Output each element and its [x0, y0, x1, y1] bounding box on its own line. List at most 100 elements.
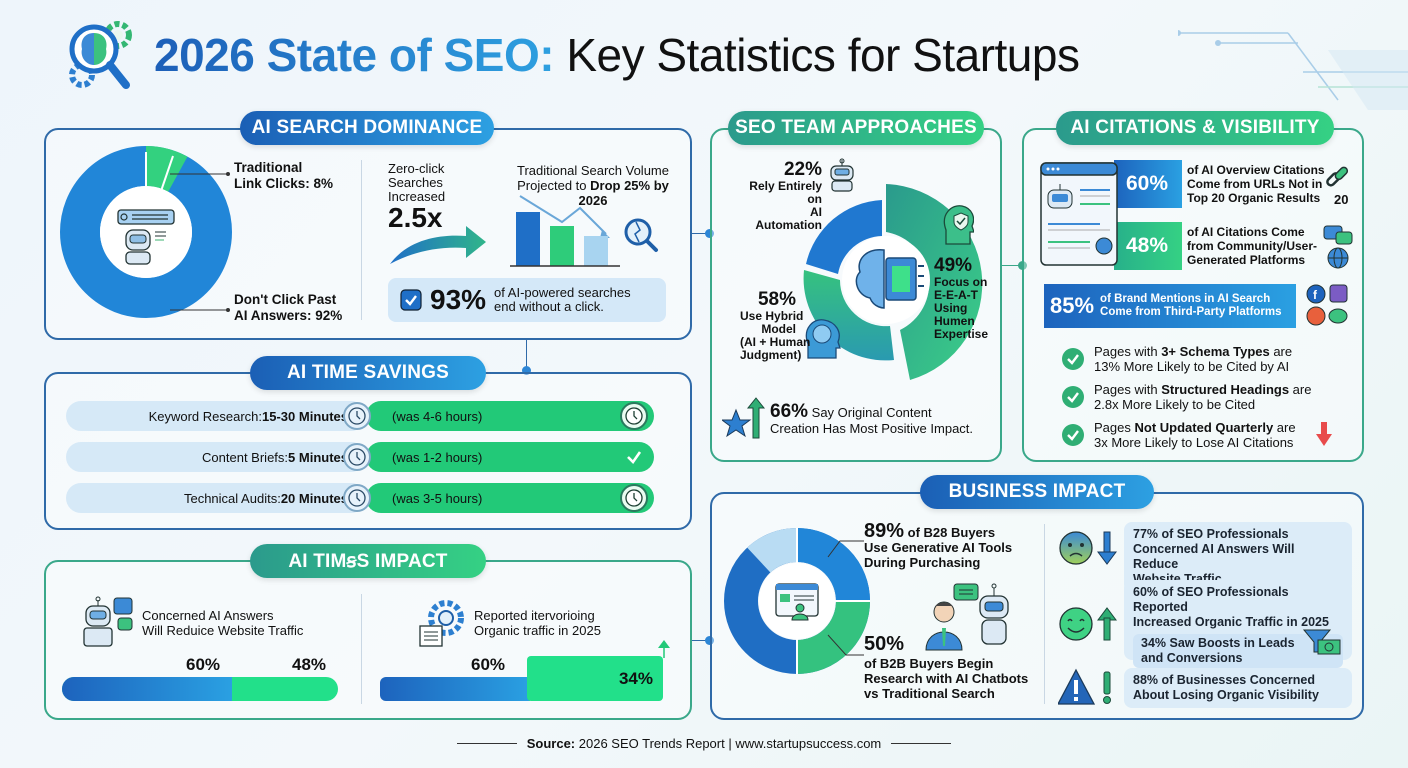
clock-icon: [620, 484, 648, 512]
ai-time-savings-title: AI TIME SAVINGS: [250, 356, 486, 390]
citations-stat1-value: 60%: [1126, 172, 1169, 195]
connector: [526, 340, 527, 370]
link-clicks-donut-chart: [60, 146, 232, 318]
worried-face-down-arrow-icon: [1059, 531, 1117, 565]
seo-team-title: SEO TEAM APPROACHES: [728, 111, 984, 145]
business-impact-title: BUSINESS IMPACT: [920, 475, 1154, 509]
search-volume-stat: Traditional Search Volume Projected to D…: [517, 163, 669, 208]
header: 2026 State of SEO: Key Statistics for St…: [60, 10, 1080, 100]
warning-exclamation-icon: [1058, 668, 1111, 705]
title-rest: Key Statistics for Startups: [554, 29, 1080, 81]
concerned-pct-a: 60%: [186, 655, 221, 674]
brain-magnifier-gears-icon: [69, 21, 132, 89]
growth-arrow-icon: [390, 226, 486, 264]
zero-click-value: 2.5x: [388, 202, 443, 233]
divider: [1044, 524, 1045, 704]
concerned-bar-fill: [62, 677, 232, 701]
stat-bar-green: [1114, 222, 1182, 270]
check-item-headings: Pages with Structured Headings are 2.8x M…: [1062, 382, 1311, 412]
divider: [361, 160, 362, 320]
stat-bar-blue: [1114, 160, 1182, 208]
citations-stat2-value: 48%: [1126, 234, 1169, 257]
organic-bar-green: 34%: [527, 656, 663, 701]
check-icon: [1062, 386, 1084, 408]
divider: [361, 594, 362, 704]
title-highlight: 2026 State of SEO:: [154, 29, 555, 81]
ai-search-dominance-title: AI SEARCH DOMINANCE: [240, 111, 494, 145]
b2b-leader-lines: [827, 540, 864, 656]
organic-traffic-label: Reported itervorioing Organic traffic in …: [474, 608, 601, 638]
clock-icon: [343, 402, 371, 430]
shield-head-icon: [943, 205, 974, 245]
traditional-link-clicks-label: Traditional Link Clicks: 8%: [234, 160, 334, 191]
zero-click-stat: Zero-click Searches Increased 2.5x: [388, 161, 446, 233]
connector: [692, 640, 710, 641]
clock-icon: [343, 443, 371, 471]
broken-link-icon: [1326, 166, 1349, 187]
ai-impact-title: AI TIMꞩS IMPACT: [250, 544, 486, 578]
check-icon: [1062, 348, 1084, 370]
connector-dot: [705, 636, 714, 645]
up-arrow-icon: [658, 640, 670, 658]
original-content-stat: 66% Say Original Content Creation Has Mo…: [770, 401, 974, 436]
social-platform-icons: f: [1306, 284, 1348, 326]
dont-click-label: Don't Click Past AI Answers: 92%: [234, 292, 343, 323]
time-row-keyword-research: Keyword Research: 15-30 Minutes (was 4-6…: [66, 401, 654, 431]
profile-webpage-icon: [775, 583, 819, 621]
ai-automation-stat: 22% Rely Entirely on AI Automation: [749, 159, 822, 232]
down-arrow-red-icon: [1316, 422, 1332, 446]
search-volume-bar-chart: [510, 195, 658, 267]
connector: [1002, 265, 1024, 266]
b2b-chatbots-stat: 50% of B2B Buyers Begin Research with AI…: [864, 633, 1029, 701]
check-item-quarterly: Pages Not Updated Quarterly are 3x More L…: [1062, 420, 1296, 450]
no-click-stat-box: 93% of AI-powered searches end without a …: [388, 278, 666, 322]
check-icon: [622, 445, 646, 469]
donut-leader-lines: [170, 172, 230, 312]
robot-icon: [830, 158, 854, 192]
broken-magnifier-icon: [624, 218, 658, 252]
footer-rule: [456, 743, 517, 744]
connector-dot: [705, 229, 714, 238]
person-robot-chat-icon: [925, 583, 1009, 651]
decorative-circuit-lines: [1178, 30, 1408, 110]
footer: Source: 2026 SEO Trends Report | www.sta…: [0, 736, 1408, 751]
hybrid-model-stat: 58% Use Hybrid Model (AI + Human Judgmen…: [740, 289, 811, 362]
ai-webpage-icon: [1040, 162, 1118, 266]
no-click-value: 93%: [430, 284, 487, 315]
top-20-badge: 20: [1334, 192, 1349, 207]
clock-icon: [343, 484, 371, 512]
page-title: 2026 State of SEO: Key Statistics for St…: [154, 28, 1080, 82]
leads-conversions-subbox: 34% Saw Boosts in Leads and Conversions: [1133, 634, 1343, 668]
citations-title: AI CITATIONS & VISIBILITY: [1056, 111, 1334, 145]
check-icon: [1062, 424, 1084, 446]
citations-stat2-text: of AI Citations Come from Community/User-…: [1187, 225, 1318, 267]
concerned-traffic-label: Concerned AI Answers Will Reduice Website…: [142, 608, 304, 638]
checkbox-icon: [400, 289, 422, 311]
time-row-technical-audits: Technical Audits: 20 Minutes (was 3-5 ho…: [66, 483, 654, 513]
footer-rule: [891, 743, 952, 744]
time-row-content-briefs: Content Briefs: 5 Minutes (was 1-2 hours…: [66, 442, 654, 472]
svg-text:f: f: [1313, 288, 1318, 302]
b2b-donut-chart: [724, 528, 870, 674]
clock-icon: [620, 402, 648, 430]
brand-mentions-stat: 85% of Brand Mentions in AI Search Come f…: [1044, 284, 1296, 328]
organic-pct-a: 60%: [471, 655, 506, 674]
robot-chat-icon: [83, 596, 133, 647]
happy-face-up-arrow-icon: [1059, 607, 1117, 641]
chat-globe-icon: [1323, 225, 1353, 269]
connector-dot: [522, 366, 531, 375]
concerned-pct-b: 48%: [292, 655, 327, 674]
check-item-schema: Pages with 3+ Schema Types are 13% More L…: [1062, 344, 1292, 374]
gear-report-icon: [419, 600, 464, 647]
brain-chip-icon: [855, 249, 924, 309]
organic-bar-blue: [380, 677, 530, 701]
visibility-concern-box: 88% of Businesses Concerned About Losing …: [1124, 668, 1352, 708]
robot-search-icon: [117, 209, 175, 265]
funnel-money-icon: [1302, 629, 1341, 655]
connector: [692, 233, 708, 234]
hybrid-head-icon: [805, 319, 841, 359]
source-citation: Source: 2026 SEO Trends Report | www.sta…: [526, 736, 882, 751]
citations-stat1-text: of AI Overview Citations Come from URLs N…: [1187, 163, 1325, 205]
star-up-arrow-icon: [722, 397, 766, 439]
b2b-gen-ai-stat: 89% of B28 Buyers Use Generative AI Tool…: [864, 520, 1013, 570]
